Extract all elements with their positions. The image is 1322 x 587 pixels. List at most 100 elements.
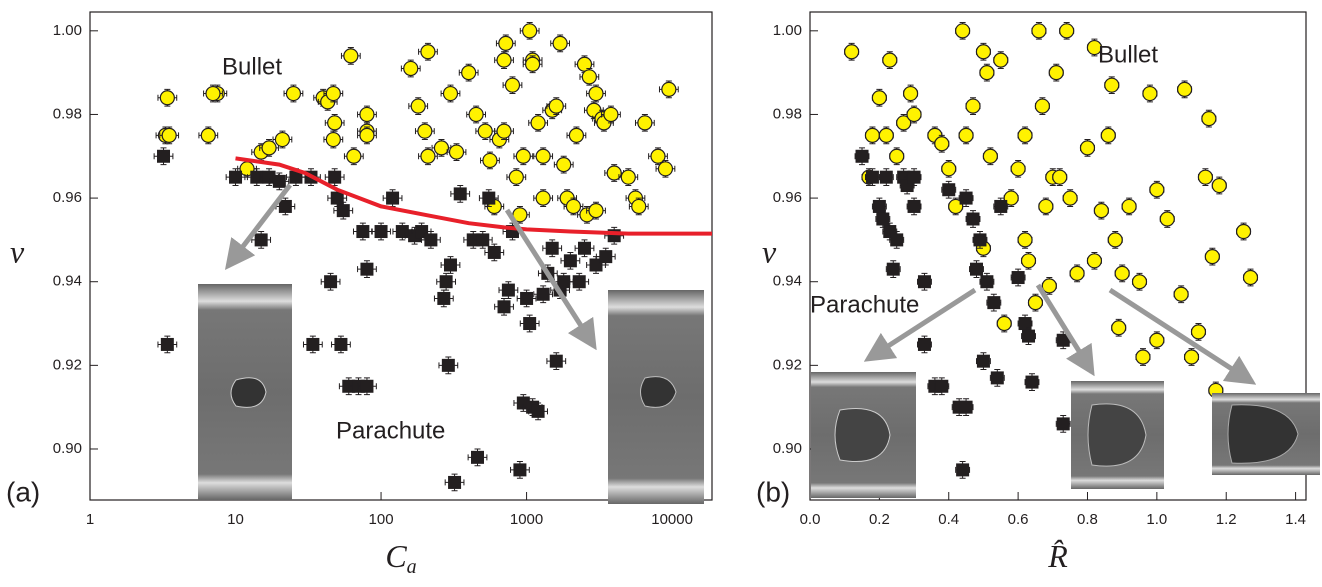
bullet-point	[996, 315, 1012, 332]
x-tick-label: 0.4	[938, 511, 959, 528]
bullet-point	[343, 48, 359, 64]
arrow	[863, 287, 977, 362]
parachute-point	[328, 170, 342, 184]
bullet-point	[468, 106, 484, 123]
arrow	[1035, 283, 1095, 377]
annotation: Bullet	[222, 53, 282, 80]
bullet-point	[161, 127, 177, 143]
y-tick-label: 0.96	[53, 189, 82, 206]
annotation: Bullet	[1098, 41, 1158, 68]
bullet-point	[448, 144, 465, 160]
y-tick-label: 0.90	[773, 440, 802, 457]
bullet-point	[1086, 253, 1103, 269]
bullet-point	[1069, 265, 1085, 281]
bullet-point	[941, 161, 957, 177]
parachute-point	[980, 275, 994, 289]
parachute-point	[482, 191, 496, 205]
x-tick-label: 0.8	[1077, 511, 1098, 528]
bullet-point	[556, 157, 572, 173]
bullet-point	[958, 127, 974, 143]
y-tick-label: 1.00	[53, 22, 82, 39]
parachute-point	[549, 354, 563, 368]
bullet-point	[552, 35, 568, 51]
bullet-point	[1190, 324, 1207, 340]
annotation: Parachute	[810, 291, 919, 318]
parachute-point	[959, 400, 973, 414]
parachute-point	[513, 463, 527, 477]
bullet-point	[1020, 253, 1037, 269]
bullet-point	[631, 198, 647, 215]
panel-a: 0.90 0.92 0.94 0.96 0.98 1.00 1 10 100 1000 10000 C…	[10, 11, 713, 578]
y-tick-label: 0.96	[773, 189, 802, 206]
bullet-point	[1204, 249, 1220, 265]
y-tick-label: 0.90	[53, 440, 82, 457]
parachute-point	[917, 275, 931, 289]
parachute-point	[907, 199, 921, 213]
bullet-point	[515, 148, 531, 164]
x-axis-label-main: R̂	[1047, 538, 1068, 574]
parachute-point	[956, 463, 970, 477]
parachute-point	[879, 170, 893, 184]
parachute-point	[935, 379, 949, 393]
parachute-point	[278, 199, 292, 213]
bullet-point	[477, 123, 493, 139]
bullet-point	[346, 148, 362, 164]
bullet-point	[1062, 190, 1078, 206]
bullet-point	[864, 127, 881, 143]
bullet-point	[603, 106, 619, 123]
plot-frame	[89, 11, 713, 501]
x-axis-label: R̂	[1047, 538, 1068, 574]
bullet-point	[274, 131, 291, 148]
bullet-point	[889, 148, 905, 164]
bullet-point	[482, 152, 498, 169]
arrows	[224, 183, 1257, 385]
bullet-point	[878, 127, 894, 143]
x-tick-label: 0.2	[869, 511, 890, 528]
inset-bubble	[1227, 404, 1299, 464]
parachute-point	[374, 225, 388, 239]
bullet-point	[1017, 127, 1033, 143]
bullet-point	[1003, 190, 1019, 206]
parachute-point	[577, 241, 591, 255]
bullet-point	[620, 169, 636, 185]
x-tick-label: 10	[227, 511, 244, 528]
bullet-point	[844, 44, 860, 60]
bullet-point	[1086, 39, 1103, 56]
bullet-point	[535, 148, 551, 164]
parachute-point	[572, 275, 586, 289]
bullet-point	[1104, 77, 1120, 93]
bullet-point	[1177, 81, 1193, 97]
x-axis-label: Ca	[385, 538, 416, 577]
bullet-point	[568, 127, 585, 143]
bullet-point	[982, 148, 998, 164]
parachute-point	[599, 250, 613, 264]
parachute-point	[966, 212, 980, 226]
parachute-point	[453, 187, 467, 201]
parachute-point	[1025, 375, 1039, 389]
parachute-point	[907, 170, 921, 184]
parachute-point	[969, 262, 983, 276]
bullet-point	[433, 140, 450, 156]
x-tick-label: 1.2	[1216, 511, 1237, 528]
bullet-point	[1131, 274, 1148, 290]
bullet-point	[657, 161, 674, 177]
y-tick-label: 0.94	[53, 273, 82, 290]
panel-label: (a)	[6, 476, 40, 507]
parachute-point	[157, 149, 171, 163]
bullet-point	[1149, 332, 1165, 348]
y-axis-label: ν	[762, 233, 777, 269]
y-tick-label: 0.94	[773, 273, 802, 290]
parachute-point	[229, 170, 243, 184]
bullet-point	[417, 123, 433, 139]
parachute-point	[439, 275, 453, 289]
bullet-point	[508, 169, 524, 185]
bullet-point	[359, 106, 375, 123]
parachute-point	[306, 337, 320, 351]
parachute-point	[1018, 317, 1032, 331]
parachute-point	[262, 170, 276, 184]
bullet-point	[548, 98, 564, 114]
bullet-point	[530, 115, 546, 131]
bullet-point	[1111, 320, 1127, 336]
parachute-point	[959, 191, 973, 205]
